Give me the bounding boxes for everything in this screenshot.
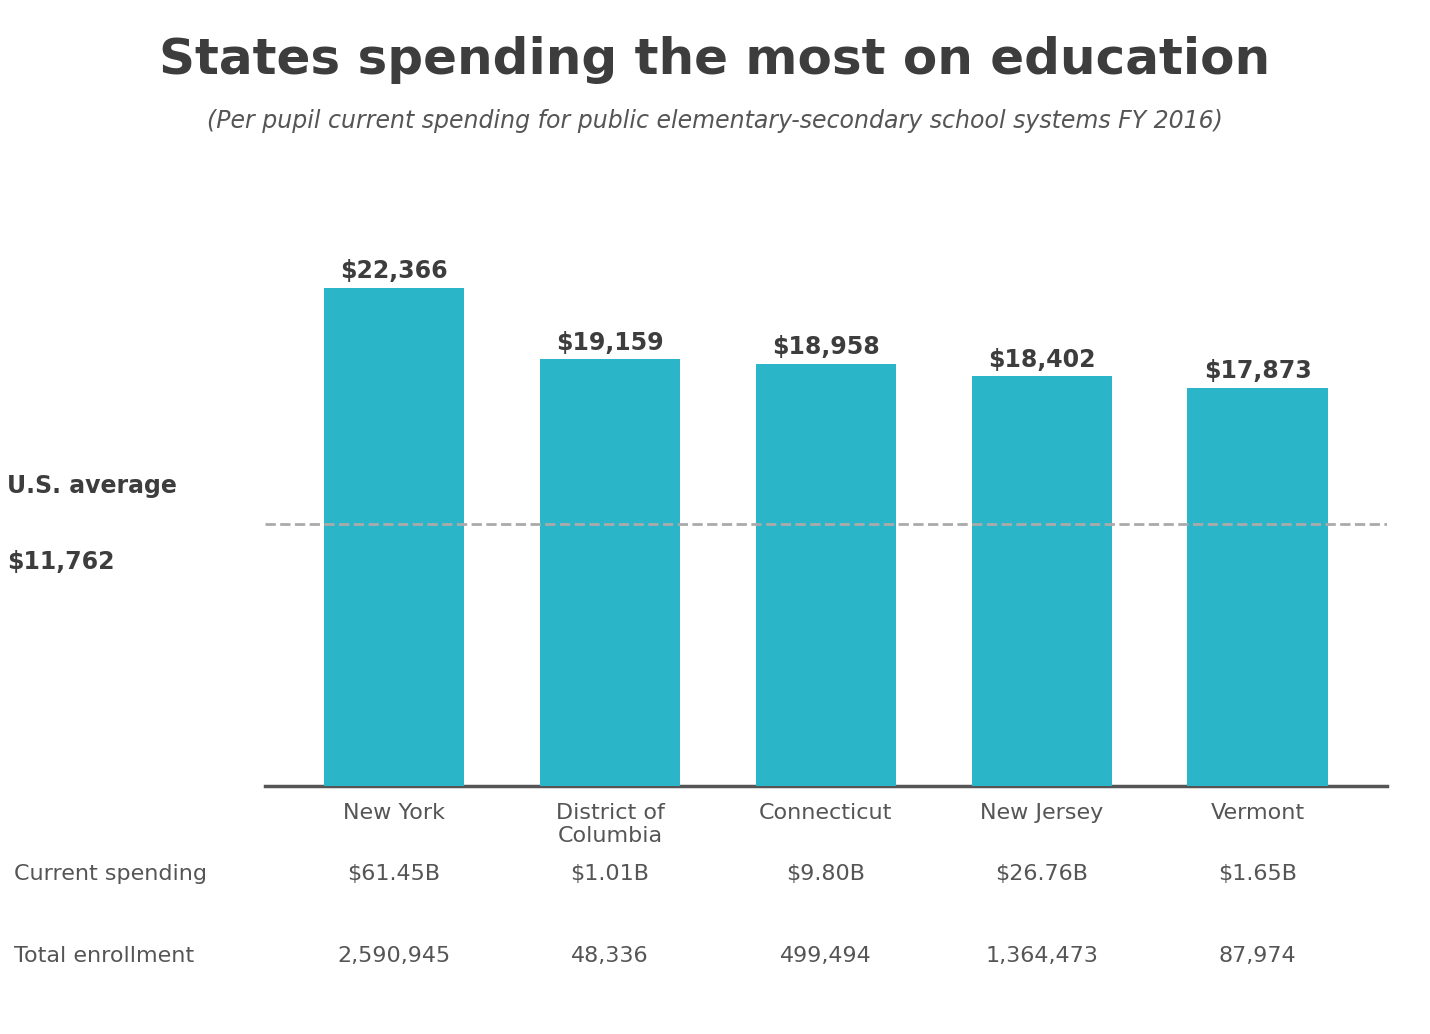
Bar [755,364,897,786]
Bar [971,376,1113,786]
Text: $22,366: $22,366 [340,260,448,283]
Text: 1,364,473: 1,364,473 [985,946,1098,967]
Text: (Per pupil current spending for public elementary-secondary school systems FY 20: (Per pupil current spending for public e… [207,109,1223,132]
Text: $1.65B: $1.65B [1218,863,1297,884]
Text: 48,336: 48,336 [571,946,649,967]
Text: 2,590,945: 2,590,945 [337,946,450,967]
Text: $1.01B: $1.01B [571,863,649,884]
Text: $9.80B: $9.80B [787,863,865,884]
Text: $19,159: $19,159 [556,331,664,355]
Bar [325,287,465,786]
Text: 87,974: 87,974 [1218,946,1297,967]
Text: $61.45B: $61.45B [347,863,440,884]
Text: $11,762: $11,762 [7,550,114,574]
Bar [1187,388,1327,786]
Text: Current spending: Current spending [14,863,207,884]
Text: $18,402: $18,402 [988,347,1095,371]
Text: 499,494: 499,494 [779,946,872,967]
Text: $18,958: $18,958 [772,335,879,359]
Text: $26.76B: $26.76B [995,863,1088,884]
Text: $17,873: $17,873 [1204,360,1311,384]
Text: U.S. average: U.S. average [7,474,177,498]
Text: Total enrollment: Total enrollment [14,946,194,967]
Text: States spending the most on education: States spending the most on education [159,36,1271,84]
Bar [539,359,681,786]
